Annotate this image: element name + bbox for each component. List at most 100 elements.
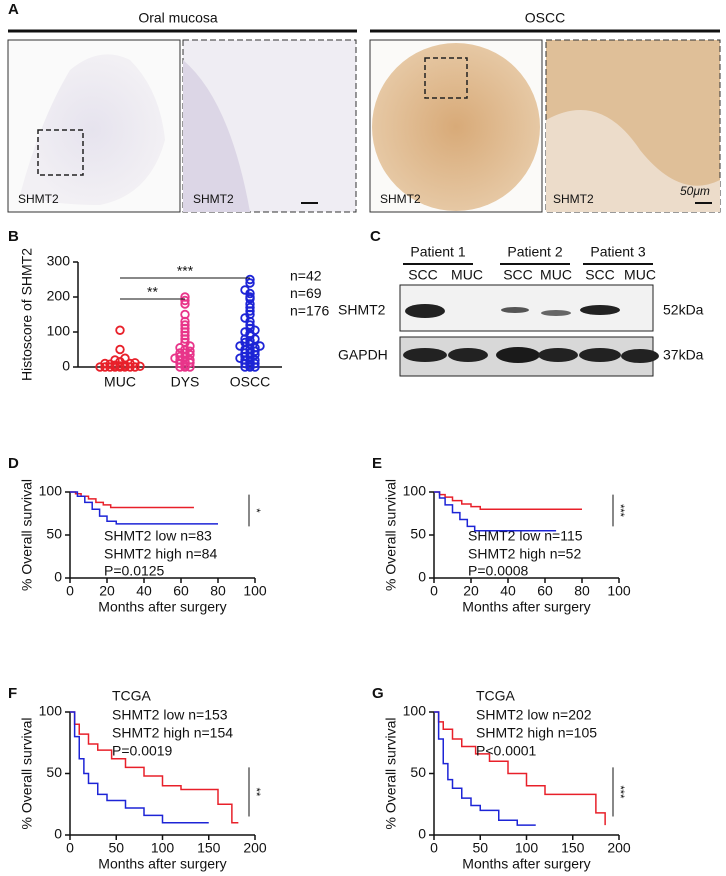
survival-curve: [70, 711, 209, 824]
x-tick-label: 0: [66, 583, 74, 599]
survival-curve: [434, 711, 606, 826]
survival-curve: [70, 711, 239, 824]
x-tick-label: 20: [463, 583, 479, 599]
lane-label: SCC: [503, 267, 533, 283]
survival-curve: [434, 491, 582, 510]
data-point: [245, 339, 255, 349]
x-tick-label: 80: [574, 583, 590, 599]
y-tick-label: 100: [403, 483, 427, 499]
data-point: [245, 360, 255, 370]
image-label: SHMT2: [193, 192, 234, 206]
y-tick-label: 50: [410, 526, 426, 542]
y-axis-label: Histoscore of SHMT2: [19, 248, 35, 381]
y-tick-label: 0: [418, 569, 426, 585]
panel-label: E: [372, 455, 382, 472]
data-point: [100, 358, 110, 369]
data-point: [250, 346, 260, 356]
significance-label: **: [250, 788, 262, 797]
data-point: [235, 353, 245, 363]
data-point: [185, 350, 195, 360]
lane-label: SCC: [585, 267, 615, 283]
p-value: P=0.0125: [104, 563, 165, 579]
n-label: n=42: [290, 268, 322, 284]
data-point: [180, 309, 190, 320]
x-tick-label: 200: [243, 840, 267, 856]
data-point: [110, 355, 120, 365]
chart-title: TCGA: [112, 688, 152, 704]
x-axis-label: Months after surgery: [98, 856, 226, 872]
group-title: Oral mucosa: [138, 10, 218, 26]
data-point: [245, 320, 255, 330]
x-tick-label: 0: [66, 840, 74, 856]
panel-label: G: [372, 685, 384, 702]
data-point: [170, 353, 180, 363]
data-point: [240, 337, 250, 348]
y-tick-label: 100: [403, 703, 427, 719]
x-tick-label: 100: [151, 840, 175, 856]
lane-label: MUC: [540, 267, 572, 283]
data-point: [250, 358, 260, 369]
group-title: OSCC: [525, 10, 565, 26]
significance-label: ***: [614, 786, 626, 800]
n-label: n=176: [290, 303, 330, 319]
western-blot: [399, 284, 659, 377]
data-point: [185, 346, 195, 356]
scale-bar-label: 50μm: [680, 184, 710, 198]
data-point: [180, 357, 190, 367]
size-label: 52kDa: [663, 302, 704, 318]
data-point: [120, 353, 130, 363]
data-point: [245, 278, 255, 288]
patient-label: Patient 1: [410, 244, 465, 260]
x-tick-label: MUC: [104, 374, 136, 390]
x-tick-label: 20: [99, 583, 115, 599]
data-point: [245, 344, 255, 355]
x-axis-label: Months after surgery: [98, 599, 226, 615]
x-tick-label: DYS: [171, 374, 200, 390]
x-tick-label: 100: [515, 840, 539, 856]
data-point: [255, 341, 265, 351]
p-value: P<0.0001: [476, 743, 537, 759]
data-point: [115, 361, 125, 371]
data-point: [245, 357, 255, 367]
x-tick-label: 150: [561, 840, 585, 856]
y-tick-label: 0: [418, 826, 426, 842]
survival-curve: [434, 711, 536, 826]
protein-label: GAPDH: [338, 347, 388, 363]
y-tick-label: 0: [54, 826, 62, 842]
legend-entry: SHMT2 high n=84: [104, 546, 217, 562]
x-tick-label: 40: [500, 583, 516, 599]
x-axis-label: Months after surgery: [462, 599, 590, 615]
panel-label: C: [370, 228, 381, 245]
data-point: [180, 360, 190, 370]
image-label: SHMT2: [380, 192, 421, 206]
p-value: P=0.0008: [468, 563, 529, 579]
x-axis-label: Months after surgery: [462, 856, 590, 872]
significance-label: *: [250, 508, 262, 513]
legend-entry: SHMT2 low n=115: [468, 528, 583, 544]
lane-label: SCC: [408, 267, 438, 283]
y-tick-label: 50: [46, 526, 62, 542]
lane-label: MUC: [451, 267, 483, 283]
size-label: 37kDa: [663, 347, 704, 363]
y-axis-label: % Overall survival: [19, 717, 35, 829]
lane-label: MUC: [624, 267, 656, 283]
y-tick-label: 100: [47, 323, 71, 339]
p-value: P=0.0019: [112, 743, 173, 759]
x-tick-label: 60: [173, 583, 189, 599]
legend-entry: SHMT2 high n=154: [112, 725, 233, 741]
y-tick-label: 300: [47, 253, 71, 269]
x-tick-label: 150: [197, 840, 221, 856]
y-tick-label: 100: [39, 703, 63, 719]
data-point: [180, 295, 190, 306]
x-tick-label: 0: [430, 840, 438, 856]
survival-curve: [70, 491, 218, 525]
chart-title: TCGA: [476, 688, 516, 704]
data-point: [245, 292, 255, 302]
data-point: [245, 274, 255, 285]
y-axis-label: % Overall survival: [383, 717, 399, 829]
y-tick-label: 50: [410, 764, 426, 780]
data-point: [125, 358, 135, 369]
protein-label: SHMT2: [338, 302, 386, 318]
y-tick-label: 100: [39, 483, 63, 499]
